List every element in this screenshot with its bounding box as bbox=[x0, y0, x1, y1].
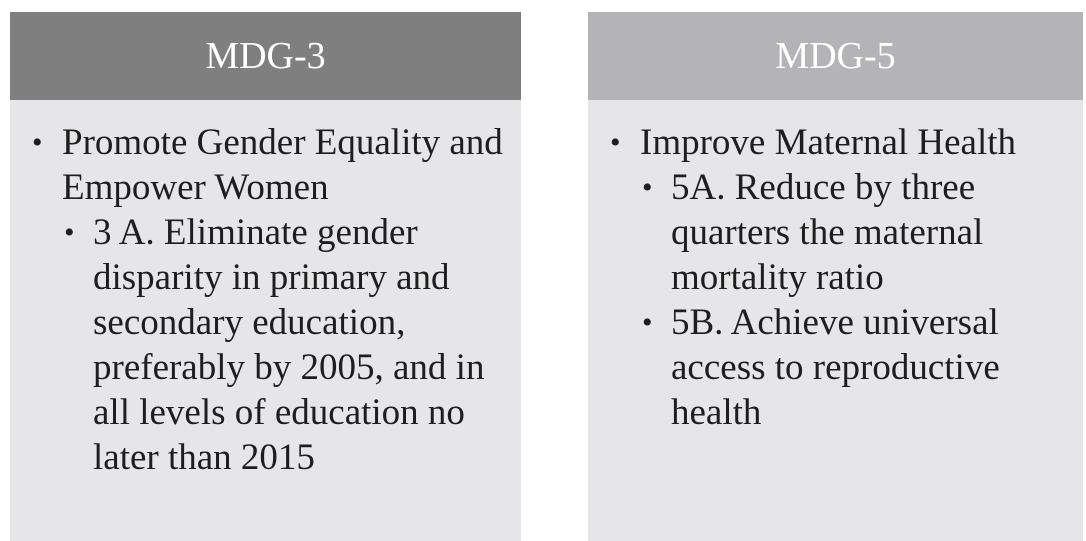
sub-list: 3 A. Eliminate gender disparity in prima… bbox=[62, 210, 512, 480]
panel: MDG-5 Improve Maternal Health5A. Reduce b… bbox=[588, 12, 1083, 541]
sub-list: 5A. Reduce by three quarters the materna… bbox=[640, 165, 1070, 435]
bullet-item: Promote Gender Equality and Empower Wome… bbox=[10, 120, 512, 480]
sub-bullet: 5A. Reduce by three quarters the materna… bbox=[640, 165, 1031, 300]
sub-bullet: 5B. Achieve universal access to reproduc… bbox=[640, 300, 1031, 435]
sub-bullet: 3 A. Eliminate gender disparity in prima… bbox=[62, 210, 493, 480]
panel-title: MDG-3 bbox=[10, 12, 521, 100]
panel-body: Improve Maternal Health5A. Reduce by thr… bbox=[588, 100, 1083, 435]
panel-title: MDG-5 bbox=[588, 12, 1083, 100]
panel-body: Promote Gender Equality and Empower Wome… bbox=[10, 100, 521, 480]
bullet-text: Promote Gender Equality and Empower Wome… bbox=[62, 122, 503, 208]
bullet-text: Improve Maternal Health bbox=[640, 122, 1017, 163]
panel: MDG-3 Promote Gender Equality and Empower… bbox=[10, 12, 521, 541]
bullet-item: Improve Maternal Health5A. Reduce by thr… bbox=[588, 120, 1070, 435]
